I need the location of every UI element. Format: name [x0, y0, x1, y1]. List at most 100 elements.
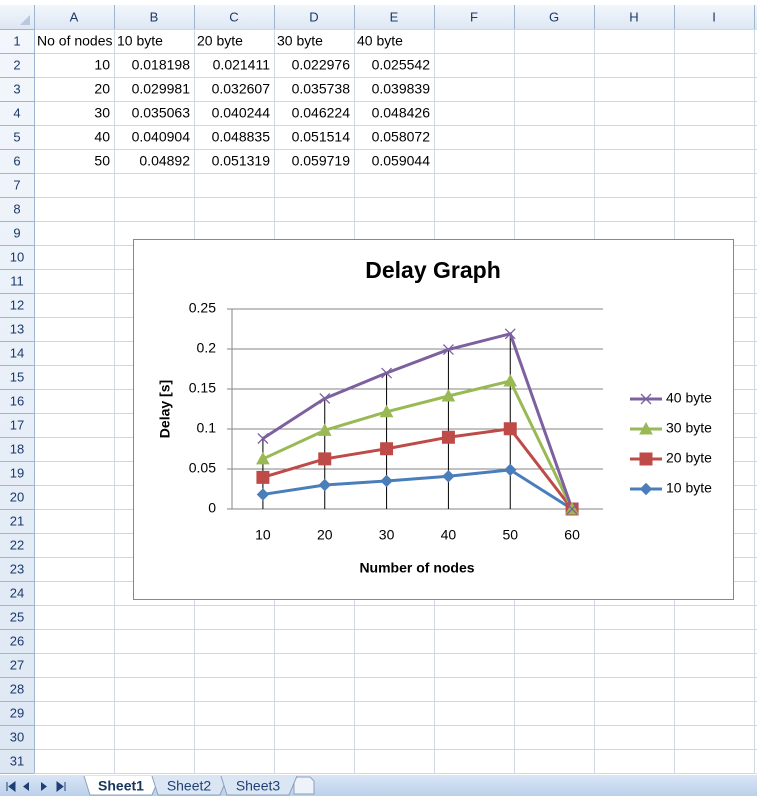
marker: [380, 474, 393, 488]
row-header[interactable]: 12: [10, 297, 24, 312]
row-header[interactable]: 16: [10, 393, 24, 408]
column-header[interactable]: A: [70, 9, 79, 24]
select-all-corner[interactable]: [20, 15, 30, 25]
row-header[interactable]: 25: [10, 609, 24, 624]
number-cell[interactable]: 0.048835: [212, 129, 271, 145]
row-header[interactable]: 22: [10, 537, 24, 552]
number-cell[interactable]: 0.046224: [292, 105, 351, 121]
column-header[interactable]: H: [629, 9, 638, 24]
number-cell[interactable]: 40: [94, 129, 110, 145]
cells: A B C D E F G H I1234567891011121314151617181920…: [10, 9, 716, 768]
row-header[interactable]: 31: [10, 753, 24, 768]
text-cell[interactable]: 10 byte: [117, 33, 163, 49]
row-header[interactable]: 8: [13, 201, 20, 216]
number-cell[interactable]: 0.040244: [212, 105, 271, 121]
sheet-tab-label[interactable]: Sheet1: [98, 778, 144, 794]
x-tick-label: 40: [441, 527, 457, 543]
sheet-tab-label[interactable]: Sheet2: [167, 778, 212, 794]
row-header[interactable]: 15: [10, 369, 24, 384]
column-header[interactable]: B: [150, 9, 159, 24]
column-header[interactable]: F: [470, 9, 478, 24]
number-cell[interactable]: 0.058072: [372, 129, 431, 145]
text-cell[interactable]: No of nodes: [37, 33, 113, 49]
number-cell[interactable]: 0.051319: [212, 153, 271, 169]
column-header[interactable]: G: [549, 9, 559, 24]
row-header[interactable]: 10: [10, 249, 24, 264]
row-header[interactable]: 1: [13, 33, 20, 48]
number-cell[interactable]: 0.040904: [132, 129, 191, 145]
number-cell[interactable]: 0.025542: [372, 57, 431, 73]
row-header[interactable]: 27: [10, 657, 24, 672]
row-header[interactable]: 11: [10, 273, 24, 288]
row-header[interactable]: 9: [13, 225, 20, 240]
column-header[interactable]: D: [309, 9, 318, 24]
number-cell[interactable]: 0.04892: [139, 153, 190, 169]
row-header[interactable]: 20: [10, 489, 24, 504]
marker: [381, 367, 393, 379]
row-header[interactable]: 19: [10, 465, 24, 480]
nav-first[interactable]: [6, 781, 16, 792]
marker: [319, 393, 331, 404]
row-header[interactable]: 7: [13, 177, 20, 192]
series-line: [262, 427, 574, 510]
row-header[interactable]: 24: [10, 585, 24, 600]
column-header[interactable]: E: [390, 9, 399, 24]
row-header[interactable]: 30: [10, 729, 24, 744]
row-header[interactable]: 2: [13, 57, 20, 72]
row-header[interactable]: 14: [10, 345, 24, 360]
text-cell[interactable]: 20 byte: [197, 33, 243, 49]
number-cell[interactable]: 50: [94, 153, 110, 169]
number-cell[interactable]: 0.032607: [212, 81, 271, 97]
number-cell[interactable]: 0.048426: [372, 105, 431, 121]
row-header[interactable]: 18: [10, 441, 24, 456]
row-header[interactable]: 3: [13, 81, 20, 96]
number-cell[interactable]: 30: [94, 105, 110, 121]
number-cell[interactable]: 0.029981: [132, 81, 191, 97]
column-header[interactable]: I: [712, 9, 716, 24]
nav-next[interactable]: [41, 782, 47, 791]
marker: [503, 373, 518, 387]
nav-last[interactable]: [56, 781, 66, 792]
marker: [441, 388, 456, 402]
number-cell[interactable]: 0.035738: [292, 81, 351, 97]
insert-sheet[interactable]: [293, 776, 315, 795]
number-cell[interactable]: 0.035063: [132, 105, 191, 121]
marker: [380, 442, 394, 456]
marker: [504, 328, 516, 340]
row-header[interactable]: 21: [10, 513, 24, 528]
row-header[interactable]: 6: [13, 153, 20, 168]
marker: [318, 478, 331, 492]
row-header[interactable]: 28: [10, 681, 24, 696]
number-cell[interactable]: 0.059719: [292, 153, 351, 169]
number-cell[interactable]: 20: [94, 81, 110, 97]
row-header[interactable]: 5: [13, 129, 20, 144]
row-header[interactable]: 26: [10, 633, 24, 648]
number-cell[interactable]: 0.022976: [292, 57, 351, 73]
text-cell[interactable]: 30 byte: [277, 33, 323, 49]
x-tick-label: 10: [255, 527, 271, 543]
nav-prev[interactable]: [23, 782, 29, 791]
number-cell[interactable]: 0.021411: [213, 57, 271, 73]
number-cell[interactable]: 0.039839: [372, 81, 431, 97]
number-cell[interactable]: 0.059044: [372, 153, 431, 169]
x-axis-title: Number of nodes: [359, 560, 474, 576]
number-cell[interactable]: 10: [94, 57, 110, 73]
sheet-tab[interactable]: [220, 775, 298, 796]
sheet-tab-label[interactable]: Sheet3: [236, 778, 281, 794]
row-header[interactable]: 17: [10, 417, 24, 432]
marker: [256, 470, 270, 484]
row-header[interactable]: 23: [10, 561, 24, 576]
text-cell[interactable]: 40 byte: [357, 33, 403, 49]
number-cell[interactable]: 0.018198: [132, 57, 191, 73]
row-header[interactable]: 13: [10, 321, 24, 336]
row-header[interactable]: 29: [10, 705, 24, 720]
series-line: [262, 379, 574, 510]
row-header[interactable]: 4: [13, 105, 20, 120]
number-cell[interactable]: 0.051514: [292, 129, 351, 145]
y-tick-label: 0.05: [189, 460, 216, 476]
y-tick-label: 0.2: [197, 340, 217, 356]
y-tick-label: 0.1: [197, 420, 217, 436]
marker: [566, 503, 578, 515]
column-header[interactable]: C: [229, 9, 238, 24]
x-tick-label: 50: [502, 527, 518, 543]
